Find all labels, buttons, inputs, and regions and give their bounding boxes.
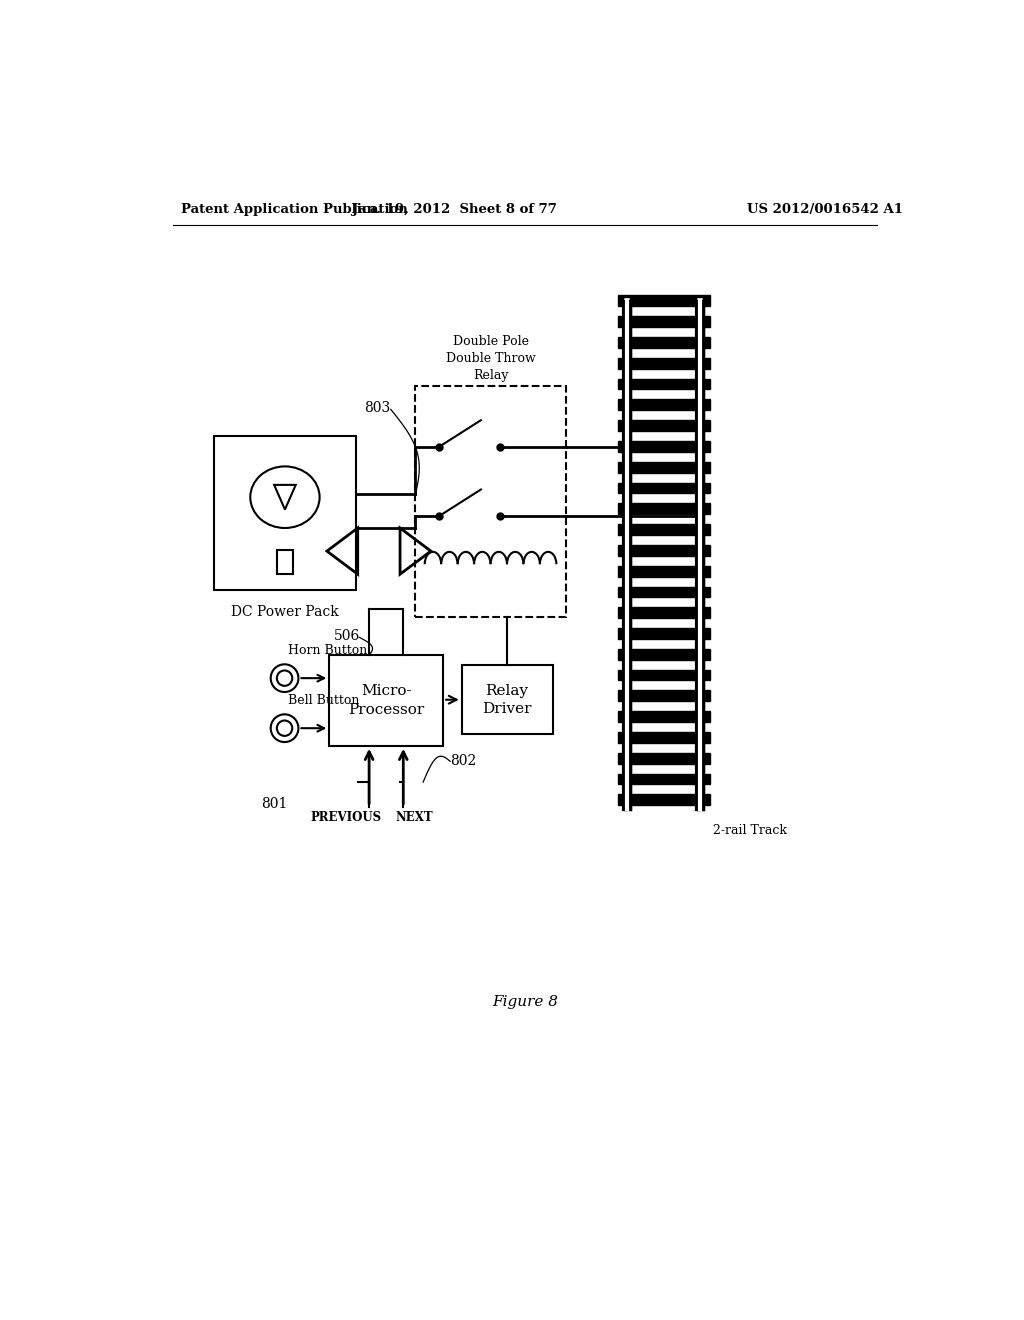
Text: PREVIOUS: PREVIOUS — [310, 810, 382, 824]
Bar — [617, 358, 710, 368]
Text: 506: 506 — [334, 628, 360, 643]
Bar — [278, 549, 293, 574]
Bar — [617, 317, 710, 327]
Bar — [617, 649, 710, 660]
Bar — [617, 669, 710, 681]
Text: Micro-
Processor: Micro- Processor — [348, 684, 424, 717]
Text: 802: 802 — [451, 754, 476, 767]
Bar — [617, 524, 710, 535]
Text: 2-rail Track: 2-rail Track — [713, 825, 786, 837]
Text: DC Power Pack: DC Power Pack — [231, 605, 339, 619]
Bar — [462, 665, 553, 734]
Text: US 2012/0016542 A1: US 2012/0016542 A1 — [746, 203, 902, 216]
Bar — [617, 462, 710, 473]
Bar — [617, 586, 710, 598]
Bar — [617, 400, 710, 411]
Bar — [617, 545, 710, 556]
Bar — [617, 795, 710, 805]
Bar — [617, 711, 710, 722]
Bar — [617, 379, 710, 389]
Bar — [617, 566, 710, 577]
Bar — [617, 733, 710, 743]
Text: Bell Button: Bell Button — [289, 693, 359, 706]
Text: Patent Application Publication: Patent Application Publication — [180, 203, 408, 216]
Bar — [617, 296, 710, 306]
Bar — [617, 752, 710, 763]
Text: 801: 801 — [261, 797, 288, 810]
Bar — [617, 503, 710, 515]
Text: NEXT: NEXT — [395, 810, 433, 824]
Text: Jan. 19, 2012  Sheet 8 of 77: Jan. 19, 2012 Sheet 8 of 77 — [351, 203, 556, 216]
Text: Figure 8: Figure 8 — [492, 994, 558, 1008]
Bar — [330, 655, 443, 746]
Bar — [617, 690, 710, 701]
Bar — [617, 774, 710, 784]
Bar — [617, 483, 710, 494]
Bar — [617, 337, 710, 348]
Text: 803: 803 — [365, 401, 391, 414]
Bar — [617, 441, 710, 451]
Bar — [617, 420, 710, 430]
Text: Relay
Driver: Relay Driver — [482, 684, 531, 715]
Text: Double Pole
Double Throw
Relay: Double Pole Double Throw Relay — [445, 335, 536, 381]
Bar — [617, 628, 710, 639]
Bar — [214, 436, 356, 590]
Bar — [617, 607, 710, 618]
Bar — [416, 385, 565, 616]
Text: Horn Button: Horn Button — [289, 644, 368, 656]
